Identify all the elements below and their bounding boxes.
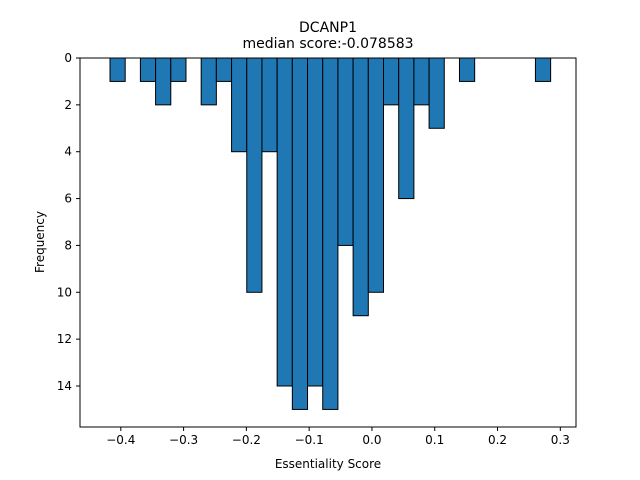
y-tick-label: 6 — [64, 192, 72, 206]
histogram-bar — [109, 57, 126, 82]
histogram-bar — [352, 57, 369, 317]
plot-frame — [79, 57, 577, 428]
histogram-bar — [139, 57, 157, 82]
histogram-bar — [155, 57, 172, 106]
y-axis-label: Frequency — [33, 211, 47, 273]
y-axis-ticks: 0 2 4 6 8 10 12 14 — [57, 51, 80, 393]
bars-group — [109, 57, 552, 410]
x-tick-label: 0.3 — [551, 433, 570, 447]
histogram-bar — [428, 57, 445, 129]
histogram-bar — [322, 57, 339, 410]
histogram-bar — [291, 57, 309, 410]
x-tick-label: −0.4 — [106, 433, 135, 447]
x-axis-ticks: −0.4 −0.3 −0.2 −0.1 0.0 0.1 0.2 0.3 — [106, 427, 570, 447]
histogram-bar — [276, 57, 293, 387]
histogram-bar — [367, 57, 385, 293]
y-tick-label: 2 — [64, 98, 72, 112]
histogram-bar — [261, 57, 278, 153]
chart-subtitle: median score:-0.078583 — [242, 36, 413, 52]
chart-title: DCANP1 — [299, 20, 357, 36]
histogram-bar — [307, 57, 324, 387]
histogram-bar — [398, 57, 415, 200]
y-tick-label: 12 — [57, 332, 72, 346]
y-tick-label: 0 — [64, 51, 72, 65]
histogram-bar — [231, 57, 248, 153]
x-tick-label: 0.2 — [488, 433, 507, 447]
x-tick-label: −0.2 — [232, 433, 261, 447]
x-axis-label: Essentiality Score — [275, 457, 381, 471]
histogram-bar — [170, 57, 187, 82]
histogram-bar — [246, 57, 263, 293]
x-tick-label: −0.3 — [169, 433, 198, 447]
y-tick-label: 10 — [57, 285, 72, 299]
y-tick-label: 8 — [64, 238, 72, 252]
x-tick-label: 0.1 — [425, 433, 444, 447]
histogram-bar — [413, 57, 430, 106]
histogram-bar — [215, 57, 233, 82]
histogram-bar — [534, 57, 552, 82]
histogram-bar — [383, 57, 400, 106]
y-tick-label: 4 — [64, 145, 72, 159]
histogram-bar — [200, 57, 217, 106]
x-tick-label: −0.1 — [295, 433, 324, 447]
y-tick-label: 14 — [57, 379, 72, 393]
histogram-bar — [458, 57, 476, 82]
x-tick-label: 0.0 — [362, 433, 381, 447]
histogram-bar — [337, 57, 354, 246]
